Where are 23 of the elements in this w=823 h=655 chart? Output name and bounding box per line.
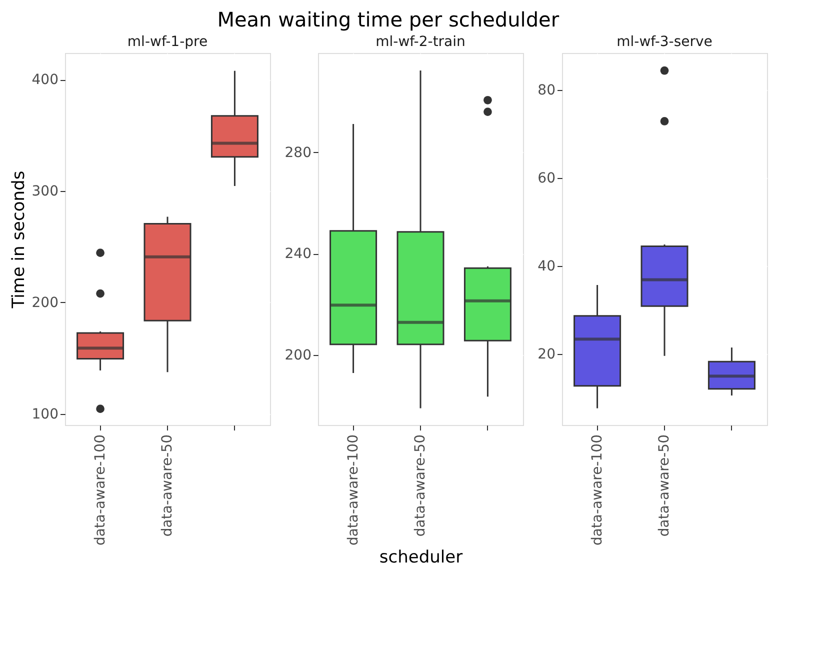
y-axis-title: Time in seconds <box>8 170 29 310</box>
y-tick-label: 280 <box>284 144 312 161</box>
y-tick-label: 200 <box>32 294 58 311</box>
x-tick-label: data-aware-100 <box>92 434 108 546</box>
x-tick-label: data-aware-50 <box>160 434 176 537</box>
y-tick-label: 20 <box>538 346 556 363</box>
chart-title: ml-wf-3-serve <box>616 34 712 50</box>
chart-title: ml-wf-1-pre <box>127 34 208 50</box>
y-tick-label: 400 <box>32 72 58 88</box>
x-axis-title: scheduler <box>379 548 463 568</box>
y-tick-label: 60 <box>538 170 556 187</box>
y-tick-label: 40 <box>538 258 556 275</box>
text: Mean waiting time per schedulder <box>217 8 560 32</box>
y-tick-label: 80 <box>538 82 556 98</box>
chart-title: ml-wf-2-train <box>376 34 466 50</box>
y-tick-label: 100 <box>32 406 58 422</box>
x-tick-label: data-aware-50 <box>656 434 672 537</box>
x-tick-label: data-aware-50 <box>412 434 428 537</box>
y-tick-label: 300 <box>32 184 58 200</box>
x-tick-label: data-aware-100 <box>345 434 362 546</box>
y-tick-label: 240 <box>284 246 312 262</box>
y-tick-label: 200 <box>284 348 312 364</box>
x-tick-label: data-aware-100 <box>589 434 606 546</box>
